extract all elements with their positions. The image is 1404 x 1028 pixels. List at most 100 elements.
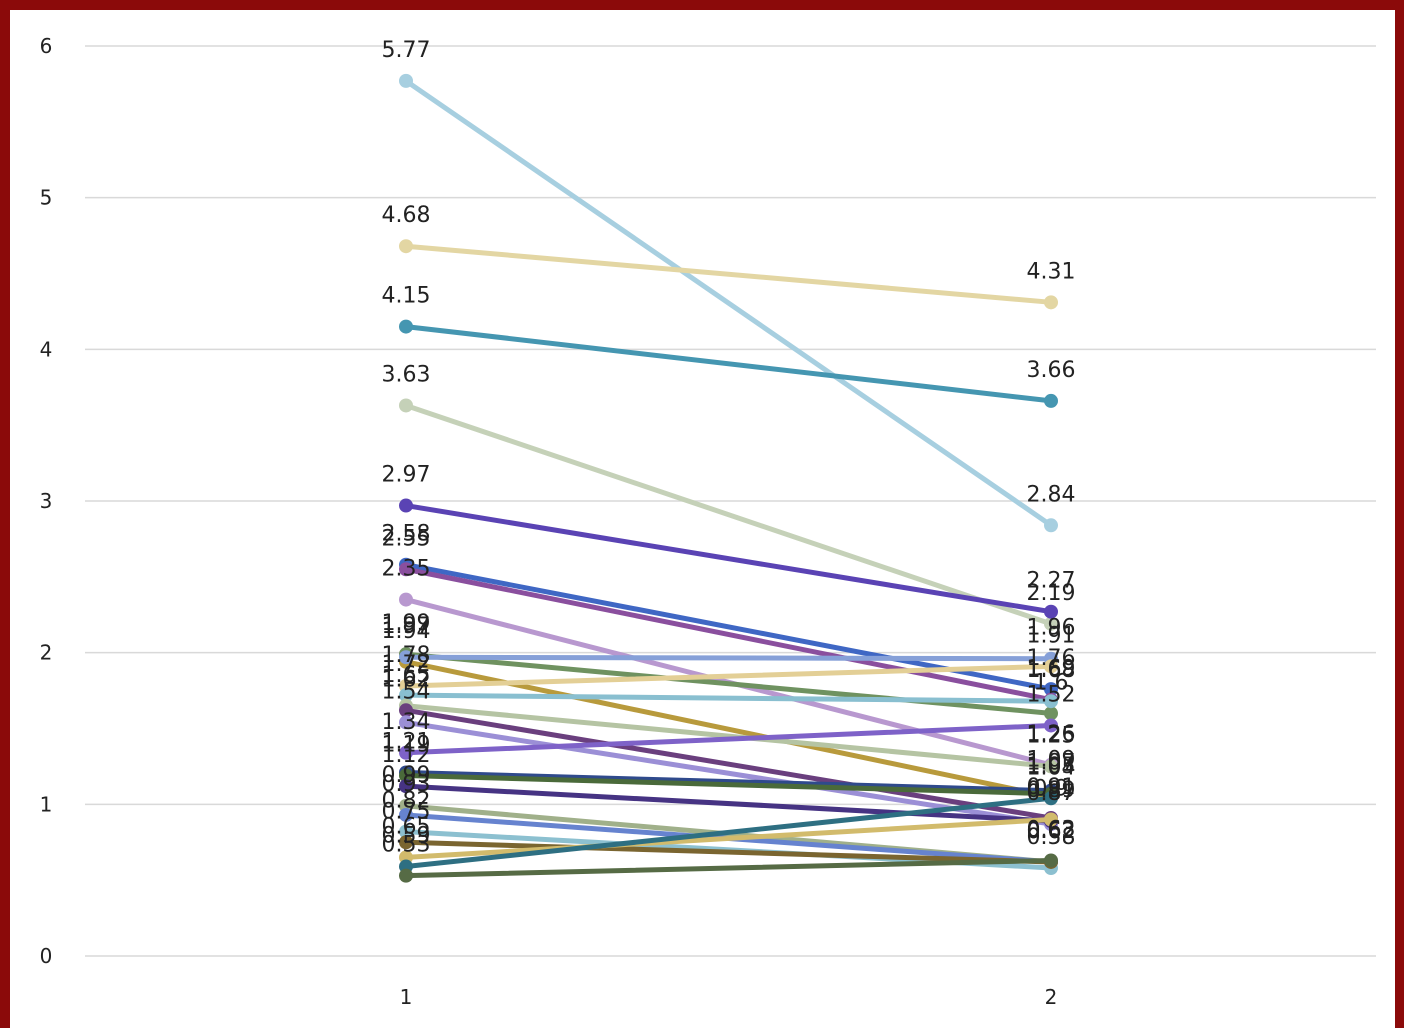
series-1 xyxy=(399,73,1058,533)
data-point xyxy=(399,319,413,334)
series-line xyxy=(403,773,1054,797)
data-label: 1.05 xyxy=(1027,754,1076,779)
data-point xyxy=(399,768,413,783)
data-point xyxy=(399,745,413,760)
data-point xyxy=(399,562,413,577)
data-point xyxy=(399,398,413,413)
series-line xyxy=(403,795,1054,870)
data-point xyxy=(399,807,413,822)
data-point xyxy=(399,73,413,88)
data-label: 1.6 xyxy=(1034,670,1069,695)
data-point xyxy=(399,868,413,883)
data-label: 0.87 xyxy=(1027,781,1076,806)
data-label: 2.58 xyxy=(382,522,431,547)
series-line xyxy=(403,719,1054,827)
data-point xyxy=(1044,393,1058,408)
data-point xyxy=(1044,718,1058,733)
data-point xyxy=(399,715,413,730)
y-axis-ticks: 0 1 2 3 4 5 6 xyxy=(40,34,53,968)
data-label: 2.35 xyxy=(382,557,431,582)
data-label: 0.62 xyxy=(1027,819,1076,844)
data-label: 1.25 xyxy=(1027,723,1076,748)
data-label: 1.78 xyxy=(382,643,431,668)
data-label: 2.27 xyxy=(1027,569,1076,594)
data-point xyxy=(1044,295,1058,310)
series-line xyxy=(403,707,1054,821)
data-label: 0.75 xyxy=(382,799,431,824)
data-label: 1.34 xyxy=(382,710,431,735)
y-tick-label: 4 xyxy=(40,337,53,361)
series-line xyxy=(403,722,1054,756)
data-label: 1.97 xyxy=(382,614,431,639)
data-label: 3.66 xyxy=(1027,358,1076,383)
data-label: 2.97 xyxy=(382,463,431,488)
data-label: 1.94 xyxy=(382,619,431,644)
series-line xyxy=(403,692,1054,704)
data-label: 1.21 xyxy=(382,729,431,754)
x-tick-label: 1 xyxy=(400,985,413,1009)
data-label: 0.91 xyxy=(1027,775,1076,800)
y-tick-label: 1 xyxy=(40,792,53,816)
data-label: 0.53 xyxy=(382,833,431,858)
x-tick-label: 2 xyxy=(1045,985,1058,1009)
series-group xyxy=(399,73,1058,883)
data-label: 2.84 xyxy=(1027,482,1076,507)
data-point xyxy=(1044,694,1058,709)
series-4 xyxy=(399,398,1058,631)
y-tick-label: 2 xyxy=(40,641,53,665)
data-point xyxy=(1044,759,1058,774)
data-label: 1.04 xyxy=(1027,755,1076,780)
data-point xyxy=(1044,853,1058,868)
gridlines xyxy=(85,45,1376,957)
series-27 xyxy=(399,853,1058,883)
data-point xyxy=(399,592,413,607)
series-13 xyxy=(399,688,1058,709)
data-label: 0.63 xyxy=(1027,817,1076,842)
data-label: 4.31 xyxy=(1027,259,1076,284)
data-label: 1.91 xyxy=(1027,623,1076,648)
data-label: 1.96 xyxy=(1027,616,1076,641)
data-label: 1.72 xyxy=(382,652,431,677)
data-label: 1.52 xyxy=(1027,682,1076,707)
data-point xyxy=(1044,518,1058,533)
data-labels: 5.77 2.84 4.68 4.31 4.15 3.66 3.63 2.19 2.97 2.27… xyxy=(382,38,1076,858)
data-point xyxy=(399,498,413,513)
series-5 xyxy=(399,498,1058,619)
series-line xyxy=(403,769,1054,794)
series-line xyxy=(403,857,1054,879)
data-point xyxy=(1044,791,1058,806)
data-label: 0.82 xyxy=(382,789,431,814)
data-label: 1.65 xyxy=(382,663,431,688)
data-point xyxy=(1044,706,1058,721)
data-label: 1.12 xyxy=(382,743,431,768)
data-point xyxy=(399,779,413,794)
data-point xyxy=(399,688,413,703)
data-label: 1.19 xyxy=(382,733,431,758)
data-label: 1.69 xyxy=(1027,657,1076,682)
series-line xyxy=(403,566,1054,703)
data-point xyxy=(399,835,413,850)
data-label: 4.15 xyxy=(382,284,431,309)
data-point xyxy=(399,239,413,254)
series-line xyxy=(403,817,1054,860)
series-line xyxy=(403,402,1054,627)
data-label: 0.99 xyxy=(382,763,431,788)
y-tick-label: 0 xyxy=(40,944,53,968)
data-label: 0.62 xyxy=(1027,819,1076,844)
y-tick-label: 6 xyxy=(40,34,53,58)
data-label: 5.77 xyxy=(382,38,431,63)
y-tick-label: 5 xyxy=(40,186,53,210)
data-label: 0.89 xyxy=(1027,778,1076,803)
series-line xyxy=(403,324,1054,404)
data-label: 0.93 xyxy=(382,772,431,797)
data-label: 1.54 xyxy=(382,679,431,704)
data-label: 0.59 xyxy=(382,824,431,849)
data-label: 0.62 xyxy=(1027,819,1076,844)
series-line xyxy=(403,839,1054,865)
series-line xyxy=(403,503,1054,615)
data-label: 2.55 xyxy=(382,526,431,551)
data-label: 4.68 xyxy=(382,203,431,228)
